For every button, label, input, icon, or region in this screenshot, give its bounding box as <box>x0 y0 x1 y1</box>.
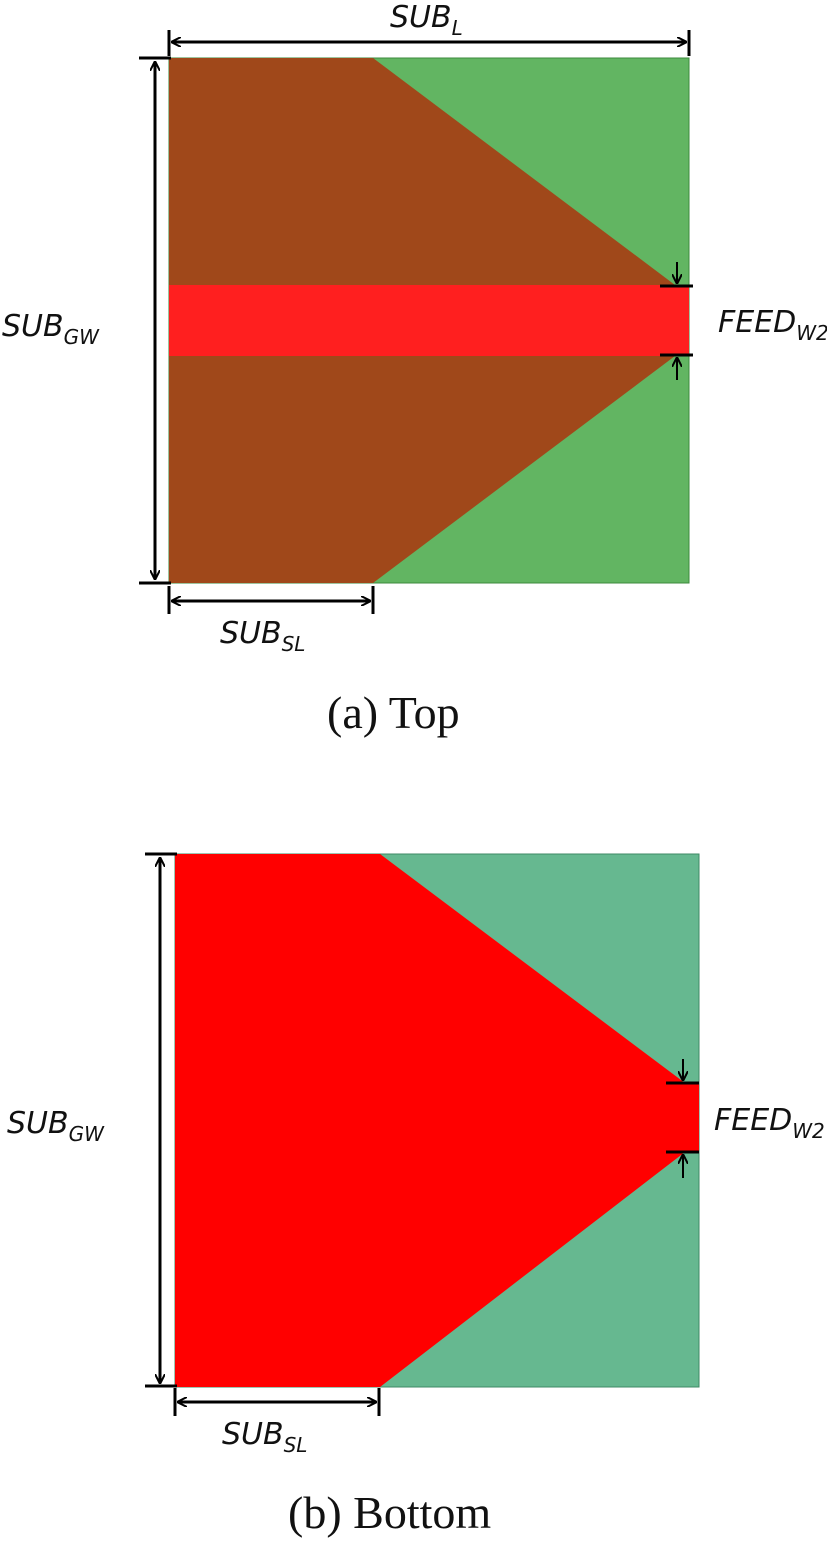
label-sub-sl-bottom: SUBSL <box>222 1417 307 1457</box>
label-feed-w2-bottom: FEEDW2 <box>714 1103 825 1143</box>
top-ground-lower <box>169 356 675 583</box>
label-sub-l: SUBL <box>390 0 463 40</box>
bottom-ground-plane <box>175 854 699 1387</box>
caption-bottom: (b) Bottom <box>288 1487 491 1538</box>
label-sub-gw-top: SUBGW <box>2 309 100 349</box>
label-sub-sl-top: SUBSL <box>220 616 305 656</box>
panel-top: SUBL SUBGW FEEDW2 SUBSL (a) Top <box>2 0 827 738</box>
caption-top: (a) Top <box>327 687 460 738</box>
label-sub-gw-bottom: SUBGW <box>7 1106 105 1146</box>
panel-bottom: SUBGW FEEDW2 SUBSL (b) Bottom <box>7 852 825 1538</box>
label-feed-w2-top: FEEDW2 <box>718 305 827 345</box>
top-ground-upper <box>169 58 675 285</box>
top-feed-line <box>169 285 689 356</box>
